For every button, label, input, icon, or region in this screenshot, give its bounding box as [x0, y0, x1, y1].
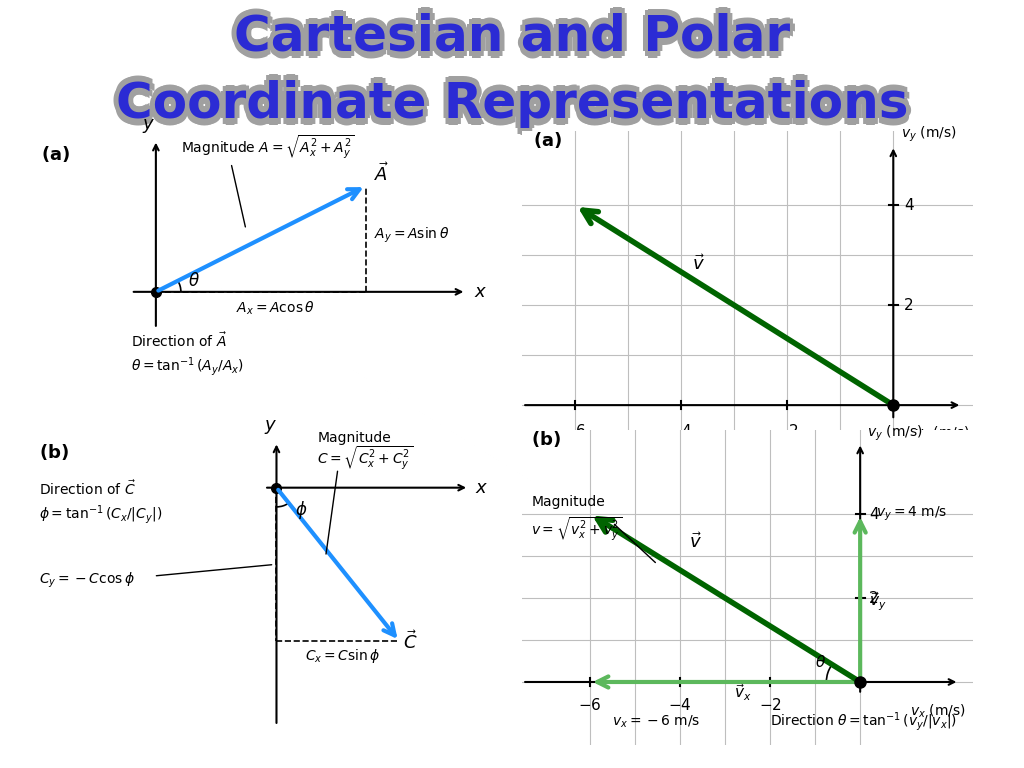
Text: $\vec{C}$: $\vec{C}$: [403, 630, 418, 653]
Text: Coordinate Representations: Coordinate Representations: [116, 81, 908, 128]
Text: $-4$: $-4$: [668, 697, 692, 713]
Text: Coordinate Representations: Coordinate Representations: [111, 81, 903, 128]
Text: $\vec{v}_y$: $\vec{v}_y$: [869, 591, 887, 613]
Text: $-6$: $-6$: [579, 697, 601, 713]
Text: 2: 2: [869, 591, 879, 605]
Text: Coordinate Representations: Coordinate Representations: [113, 75, 905, 123]
Text: $-2$: $-2$: [759, 697, 781, 713]
Text: $\phi$: $\phi$: [295, 498, 307, 521]
Text: 2: 2: [904, 298, 913, 313]
Text: Cartesian and Polar: Cartesian and Polar: [233, 6, 791, 54]
Text: 4: 4: [869, 507, 879, 521]
Text: $\theta$: $\theta$: [188, 273, 201, 290]
Text: $v = \sqrt{v_x^2 + v_y^2}$: $v = \sqrt{v_x^2 + v_y^2}$: [531, 515, 623, 543]
Text: $\vec{v}$: $\vec{v}$: [689, 531, 701, 551]
Text: $\mathbf{(a)}$: $\mathbf{(a)}$: [532, 130, 562, 150]
Text: $A_y = A\sin\theta$: $A_y = A\sin\theta$: [374, 226, 449, 245]
Text: Cartesian and Polar: Cartesian and Polar: [233, 19, 791, 67]
Text: $\theta$: $\theta$: [815, 654, 826, 670]
Text: $-4$: $-4$: [670, 422, 693, 439]
Text: Coordinate Representations: Coordinate Representations: [116, 74, 908, 122]
Text: Magnitude: Magnitude: [317, 431, 391, 445]
Text: Coordinate Representations: Coordinate Representations: [121, 81, 913, 128]
Text: Cartesian and Polar: Cartesian and Polar: [239, 12, 796, 61]
Text: $y$: $y$: [263, 418, 278, 436]
Text: $\phi = \tan^{-1}(C_x/|C_y|)$: $\phi = \tan^{-1}(C_x/|C_y|)$: [39, 503, 162, 526]
Text: $-2$: $-2$: [776, 422, 799, 439]
Text: $C_x = C\sin\phi$: $C_x = C\sin\phi$: [305, 647, 381, 666]
Text: $v_x$ (m/s): $v_x$ (m/s): [914, 425, 970, 442]
Text: $\vec{v}$: $\vec{v}$: [692, 254, 705, 274]
Text: $\mathbf{(b)}$: $\mathbf{(b)}$: [39, 442, 69, 462]
Text: $A_x = A\cos\theta$: $A_x = A\cos\theta$: [236, 300, 314, 317]
Text: Cartesian and Polar: Cartesian and Polar: [230, 18, 787, 66]
Text: $\vec{v}_x$: $\vec{v}_x$: [734, 683, 752, 703]
Text: Coordinate Representations: Coordinate Representations: [116, 87, 908, 135]
Text: Cartesian and Polar: Cartesian and Polar: [237, 8, 794, 55]
Text: Coordinate Representations: Coordinate Representations: [113, 86, 905, 134]
Text: $v_y = 4$ m/s: $v_y = 4$ m/s: [876, 505, 947, 523]
Text: Direction of $\vec{A}$: Direction of $\vec{A}$: [131, 332, 226, 350]
Text: Cartesian and Polar: Cartesian and Polar: [230, 8, 787, 55]
Text: $-6$: $-6$: [563, 422, 587, 439]
Text: $x$: $x$: [475, 478, 488, 497]
Text: Cartesian and Polar: Cartesian and Polar: [233, 12, 791, 61]
Text: $\theta = \tan^{-1}(A_y / A_x)$: $\theta = \tan^{-1}(A_y / A_x)$: [131, 355, 244, 378]
Text: $C_y = -C\cos\phi$: $C_y = -C\cos\phi$: [39, 571, 135, 590]
Text: Magnitude $A = \sqrt{A_x^2 + A_y^2}$: Magnitude $A = \sqrt{A_x^2 + A_y^2}$: [181, 134, 354, 161]
Text: $\vec{A}$: $\vec{A}$: [374, 162, 389, 185]
Text: $y$: $y$: [141, 118, 155, 135]
Text: 4: 4: [904, 198, 913, 213]
Text: Magnitude: Magnitude: [531, 495, 605, 508]
Text: Cartesian and Polar: Cartesian and Polar: [228, 12, 785, 61]
Text: $C = \sqrt{C_x^2 + C_y^2}$: $C = \sqrt{C_x^2 + C_y^2}$: [317, 445, 414, 472]
Text: $\mathbf{(a)}$: $\mathbf{(a)}$: [41, 144, 70, 164]
Text: Coordinate Representations: Coordinate Representations: [119, 75, 911, 123]
Text: Cartesian and Polar: Cartesian and Polar: [237, 18, 794, 66]
Text: $v_y$ (m/s): $v_y$ (m/s): [901, 125, 957, 144]
Text: Direction of $\vec{C}$: Direction of $\vec{C}$: [39, 480, 136, 498]
Text: $v_x = -6$ m/s: $v_x = -6$ m/s: [612, 714, 700, 730]
Text: $x$: $x$: [474, 283, 487, 301]
Text: $\mathbf{(b)}$: $\mathbf{(b)}$: [531, 429, 561, 449]
Text: $v_x$ (m/s): $v_x$ (m/s): [910, 703, 966, 720]
Text: Coordinate Representations: Coordinate Representations: [119, 86, 911, 134]
Text: $v_y$ (m/s): $v_y$ (m/s): [867, 423, 923, 443]
Text: Direction $\theta = \tan^{-1}(v_y/|v_x|)$: Direction $\theta = \tan^{-1}(v_y/|v_x|)…: [770, 710, 957, 733]
Text: $-$: $-$: [869, 509, 880, 519]
